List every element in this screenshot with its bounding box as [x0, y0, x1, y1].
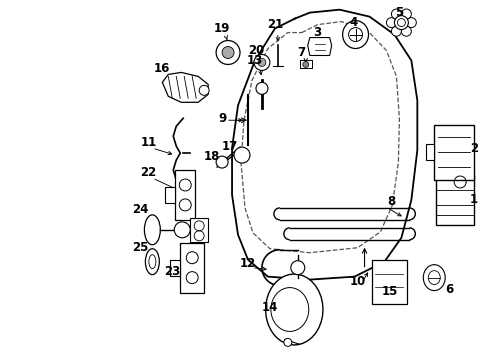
Ellipse shape [390, 26, 401, 36]
Circle shape [253, 54, 269, 71]
Circle shape [222, 46, 234, 58]
Polygon shape [162, 72, 208, 102]
Ellipse shape [401, 9, 410, 19]
Text: 19: 19 [213, 22, 230, 35]
Text: 22: 22 [140, 166, 156, 179]
Text: 24: 24 [132, 203, 148, 216]
Ellipse shape [386, 18, 396, 28]
Circle shape [255, 82, 267, 94]
Polygon shape [232, 10, 416, 280]
Text: 10: 10 [349, 275, 365, 288]
Ellipse shape [144, 215, 160, 245]
Bar [433, 125, 473, 180]
Text: 5: 5 [394, 6, 403, 19]
Bar [165, 187, 175, 203]
Text: 18: 18 [203, 150, 220, 163]
Text: 15: 15 [381, 285, 397, 298]
Text: 8: 8 [386, 195, 395, 208]
Ellipse shape [406, 18, 415, 28]
Text: 23: 23 [164, 265, 180, 278]
Polygon shape [307, 37, 331, 55]
Text: 14: 14 [261, 301, 278, 314]
Ellipse shape [401, 26, 410, 36]
Text: 4: 4 [349, 16, 357, 29]
Text: 2: 2 [469, 141, 477, 155]
Ellipse shape [390, 9, 401, 19]
Circle shape [283, 338, 291, 346]
Bar [426, 144, 433, 160]
Text: 12: 12 [240, 257, 256, 270]
Bar [435, 175, 473, 225]
Text: 1: 1 [469, 193, 477, 206]
Text: 21: 21 [266, 18, 283, 31]
Bar [371, 260, 407, 303]
Bar [190, 218, 208, 242]
Text: 9: 9 [218, 112, 226, 125]
Text: 25: 25 [132, 241, 148, 254]
Bar [175, 170, 195, 220]
Circle shape [199, 85, 209, 95]
Circle shape [302, 62, 308, 67]
Circle shape [174, 222, 190, 238]
Bar [170, 260, 180, 276]
Polygon shape [265, 274, 323, 345]
Text: 13: 13 [246, 54, 263, 67]
Circle shape [216, 156, 227, 168]
Text: 7: 7 [297, 46, 305, 59]
Bar [180, 243, 203, 293]
Circle shape [258, 58, 265, 67]
Circle shape [216, 41, 240, 64]
Circle shape [234, 147, 249, 163]
Text: 11: 11 [140, 136, 156, 149]
Ellipse shape [394, 15, 407, 30]
Text: 17: 17 [222, 140, 238, 153]
Ellipse shape [145, 249, 159, 275]
Circle shape [290, 261, 304, 275]
Ellipse shape [342, 21, 368, 49]
Ellipse shape [423, 265, 444, 291]
Text: 20: 20 [247, 44, 264, 57]
Text: 6: 6 [444, 283, 452, 296]
Text: 3: 3 [313, 26, 321, 39]
Text: 16: 16 [154, 62, 170, 75]
